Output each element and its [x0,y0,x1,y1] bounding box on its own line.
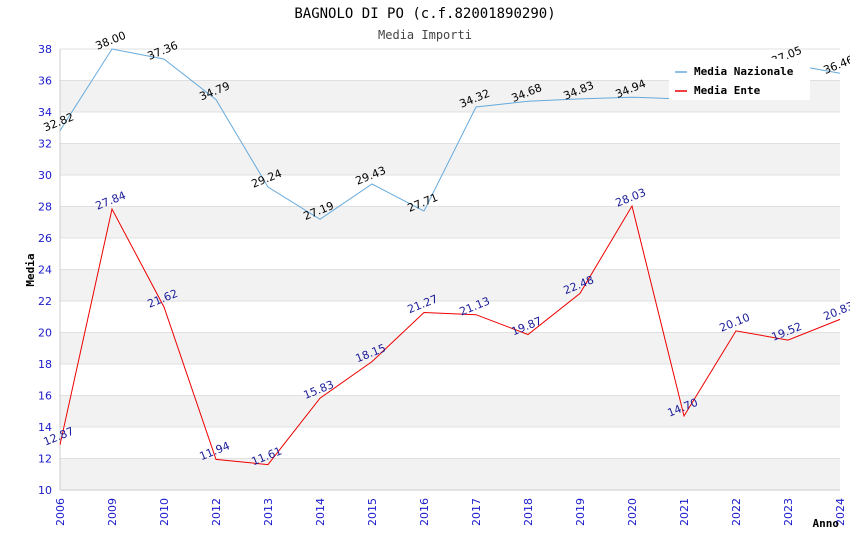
grid-band [60,395,840,427]
x-tick-label: 2015 [366,498,379,526]
grid-band [60,269,840,301]
y-tick-label: 36 [38,75,52,88]
grid-band [60,332,840,364]
y-axis-label: Media [24,253,37,286]
y-tick-label: 14 [38,421,52,434]
x-tick-label: 2013 [262,498,275,526]
grid-band [60,206,840,238]
x-tick-label: 2017 [470,498,483,526]
x-tick-label: 2010 [158,498,171,526]
legend-label-ente: Media Ente [694,84,761,97]
grid-band [60,238,840,270]
grid-band [60,427,840,459]
chart-subtitle: Media Importi [378,28,472,42]
y-tick-label: 24 [38,264,52,277]
y-tick-label: 10 [38,484,52,497]
x-tick-label: 2014 [314,498,327,526]
y-tick-label: 18 [38,358,52,371]
x-tick-label: 2024 [834,498,847,526]
series-line-1 [59,204,841,466]
y-tick-label: 34 [38,106,52,119]
y-tick-label: 28 [38,201,52,214]
y-tick-label: 32 [38,138,52,151]
grid-band [60,112,840,144]
x-tick-label: 2020 [626,498,639,526]
grid-band [60,364,840,396]
x-tick-label: 2016 [418,498,431,526]
x-tick-label: 2012 [210,498,223,526]
legend: Media Nazionale Media Ente [669,59,810,100]
x-tick-label: 2009 [106,498,119,526]
y-tick-label: 22 [38,295,52,308]
y-tick-label: 30 [38,169,52,182]
grid-bands [59,48,840,491]
x-tick-label: 2021 [678,498,691,526]
y-axis-ticks: 10 12 14 16 18 20 22 24 26 28 30 32 34 36 38 [38,43,52,497]
x-axis-ticks: 2006 2009 2010 2012 2013 2014 2015 2016 2017 2018… [54,498,847,526]
grid-band [60,301,840,333]
y-tick-label: 38 [38,43,52,56]
x-axis-label: Anno [813,517,840,530]
chart-title: BAGNOLO DI PO (c.f.82001890290) [294,6,555,22]
x-tick-label: 2022 [730,498,743,526]
y-tick-label: 26 [38,232,52,245]
x-tick-label: 2006 [54,498,67,526]
y-tick-label: 12 [38,453,52,466]
x-tick-label: 2019 [574,498,587,526]
x-tick-label: 2018 [522,498,535,526]
y-tick-label: 20 [38,327,52,340]
grid-band [60,175,840,207]
x-tick-label: 2023 [782,498,795,526]
legend-box [669,59,810,100]
legend-label-nazionale: Media Nazionale [694,65,794,78]
grid-band [60,458,840,490]
y-tick-label: 16 [38,390,52,403]
